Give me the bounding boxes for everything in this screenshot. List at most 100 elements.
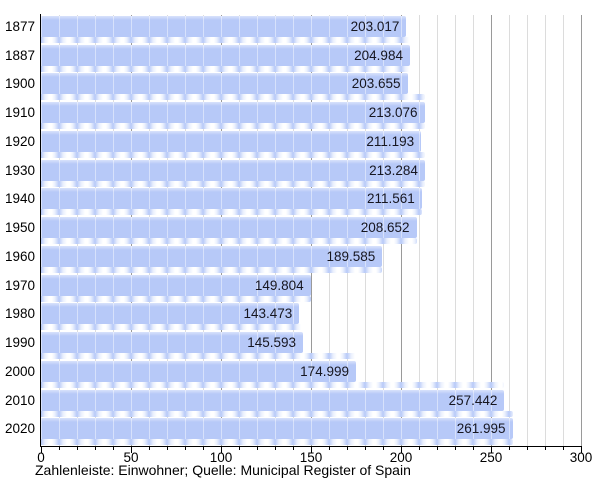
tick-minor [167,447,168,450]
bar-row: 174.999 [41,360,582,389]
year-label: 1887 [4,47,35,63]
gridline-minor [509,15,510,446]
bar-shine [41,324,304,331]
bar-shine [41,37,410,43]
tick-minor [455,447,456,450]
bar-value-label: 213.284 [369,162,418,178]
tick-minor [473,447,474,450]
tick-minor [185,447,186,450]
bar-shine [41,94,425,101]
gridline-minor [563,15,564,446]
bar-shine [41,65,410,72]
plot-area: 203.017 204.984 203.655 213.076 211.193 213.2… [41,15,582,446]
bar-row: 208.652 [41,216,582,245]
tick-label: 200 [389,450,413,465]
tick-minor [293,447,294,450]
tick-minor [257,447,258,450]
tick-label: 100 [209,450,233,465]
bar-row: 203.017 [41,15,582,44]
bar: 145.593 [41,332,304,354]
bar: 143.473 [41,303,300,325]
gridline-minor [473,15,474,446]
bar-shine [41,123,425,130]
bar-value-label: 208.652 [360,220,410,236]
tick-minor [419,447,420,450]
caption: Zahlenleiste: Einwohner; Quelle: Municip… [35,462,411,478]
bar-row: 211.561 [41,187,582,216]
bar-value-label: 204.984 [354,47,403,63]
bar: 213.284 [41,159,425,181]
bar: 189.585 [41,245,383,267]
x-axis-line [40,446,582,447]
bar-shine [41,238,417,245]
year-label: 1930 [4,162,35,178]
tick-minor [329,447,330,450]
bar-value-label: 174.999 [300,363,349,379]
gridline-minor [527,15,528,446]
tick-minor [383,447,384,450]
tick-label: 300 [569,450,593,465]
tick-minor [563,447,564,450]
bar-row: 204.984 [41,44,582,73]
bar-row: 203.655 [41,72,582,101]
year-label: 1900 [4,76,35,92]
bar: 211.561 [41,188,422,210]
tick-minor [437,447,438,450]
year-label: 2010 [4,392,35,408]
gridline-minor [455,15,456,446]
tick-major [491,447,492,453]
bar-row: 189.585 [41,245,582,274]
tick-label: 50 [123,450,139,465]
bar-value-label: 149.804 [254,277,304,293]
gridline-minor [545,15,546,446]
bars-layer: 203.017 204.984 203.655 213.076 211.193 213.2… [41,15,582,446]
bar-shine [41,381,505,388]
year-label: 1980 [4,306,35,322]
y-axis-labels: 1877 1887 1900 1910 1920 1930 1940 1950 1960 1970… [0,15,35,446]
bar-shine [41,353,356,360]
bar-value-label: 189.585 [326,248,376,264]
bar: 211.193 [41,130,422,152]
bar-row: 261.995 [41,417,582,446]
bar: 203.655 [41,73,408,95]
bar-shine [41,180,425,187]
gridline-major [581,15,582,446]
bar-shine [41,209,422,216]
year-label: 1910 [4,105,35,121]
gridline-minor [437,15,438,446]
bar-row: 143.473 [41,302,582,331]
bar-shine [41,295,311,302]
tick-minor [275,447,276,450]
bar: 149.804 [41,274,311,296]
tick-minor [95,447,96,450]
bar-value-label: 211.561 [366,191,415,207]
year-label: 1970 [4,277,35,293]
bar-value-label: 145.593 [247,335,297,351]
tick-major [581,447,582,453]
bar-value-label: 143.473 [243,306,293,322]
tick-major [131,447,132,453]
bar-value-label: 203.017 [350,19,400,34]
tick-minor [527,447,528,450]
tick-minor [347,447,348,450]
tick-minor [59,447,60,450]
year-label: 1877 [4,19,35,34]
year-label: 2020 [4,421,35,437]
x-axis-tick-labels: 0 50 100 150 200 250 300 [37,450,592,466]
bar-shine [41,151,425,158]
tick-minor [545,447,546,450]
bar-shine [41,439,513,446]
year-label: 1920 [4,133,35,149]
tick-minor [239,447,240,450]
bar-value-label: 203.655 [351,76,401,92]
bar-value-label: 261.995 [456,421,506,437]
year-label: 1950 [4,220,35,236]
bar: 174.999 [41,360,356,382]
tick-major [41,447,42,453]
y-axis-line [40,14,41,447]
tick-minor [509,447,510,450]
tick-minor [77,447,78,450]
bar-value-label: 257.442 [448,392,498,408]
bar-shine [41,410,513,417]
